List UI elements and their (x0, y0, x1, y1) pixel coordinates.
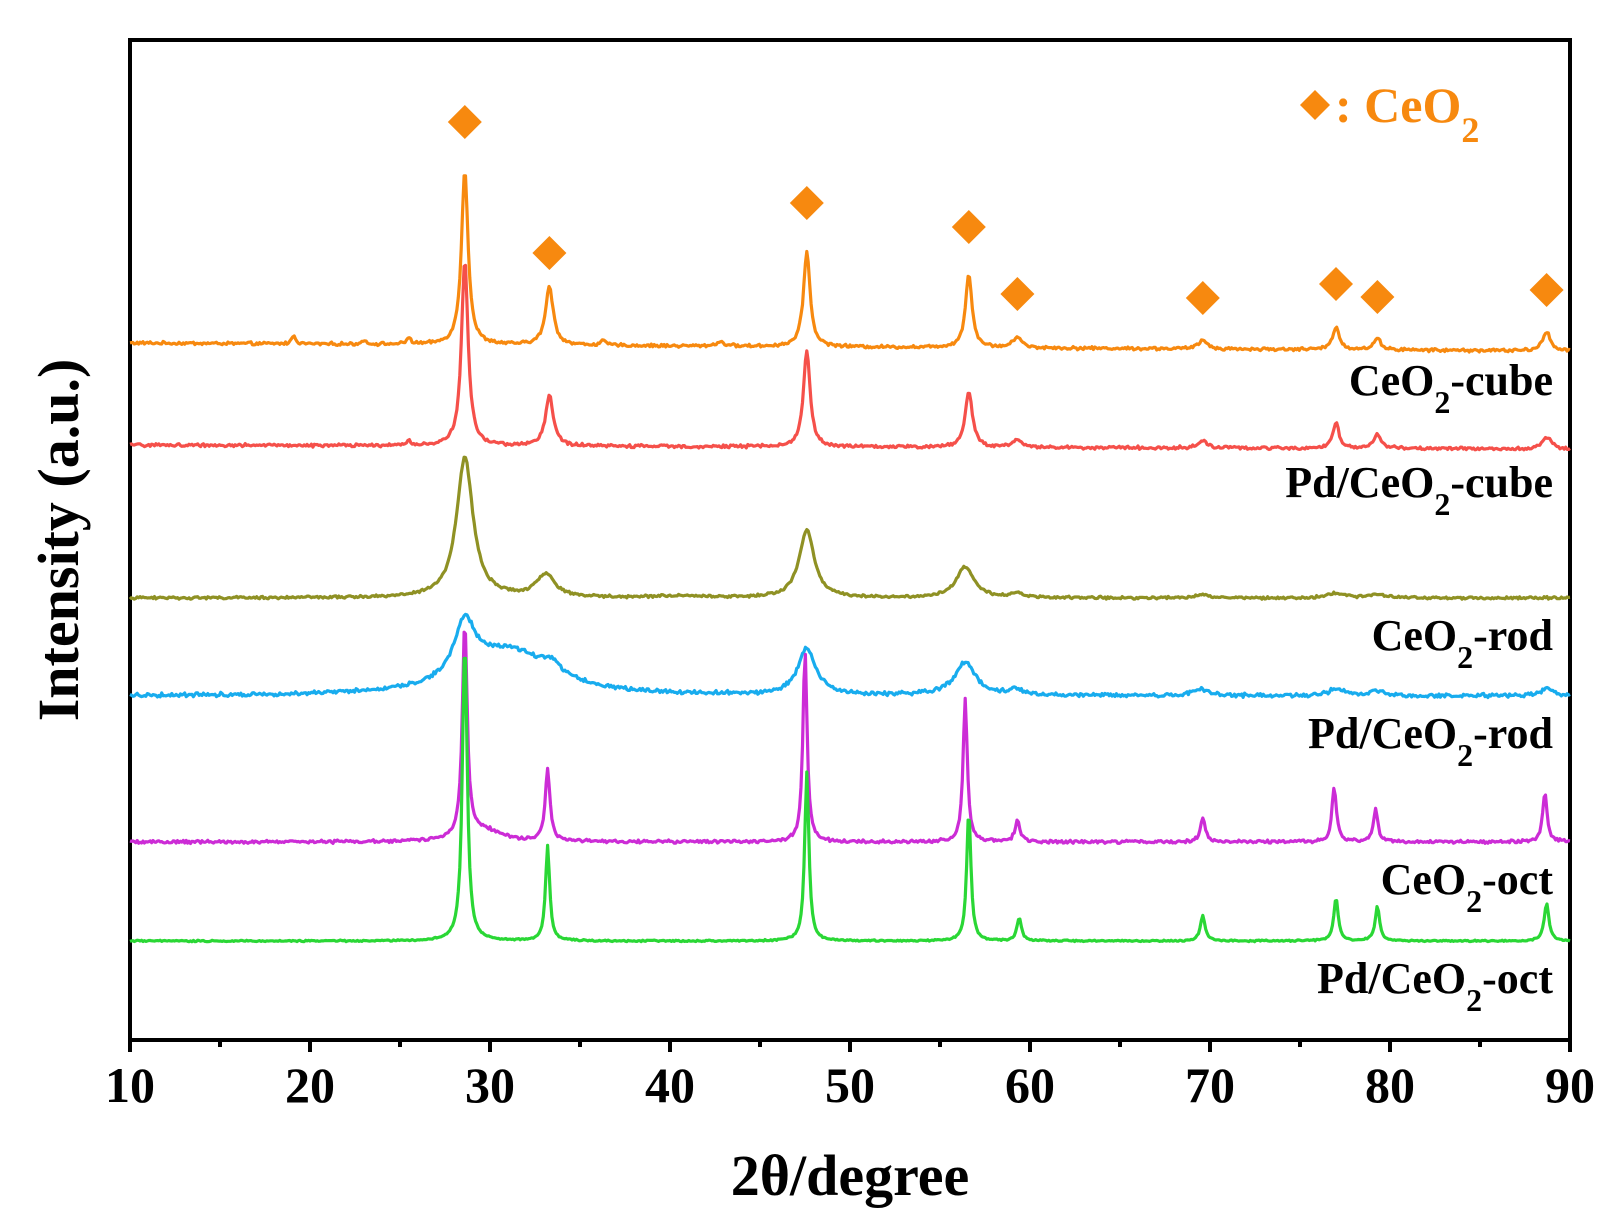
trace-6-line (129, 656, 1571, 944)
series-label-suffix: -rod (1473, 611, 1553, 660)
ceo2-peak-marker (447, 105, 482, 139)
ceo2-peak-marker (532, 236, 567, 270)
x-tick-label: 20 (285, 1057, 335, 1113)
ceo2-peak-marker (1319, 267, 1353, 301)
trace-1-line (129, 174, 1571, 354)
series-label-subscript: 2 (1457, 737, 1473, 773)
reference-markers (447, 105, 1564, 315)
legend-label-subscript: 2 (1461, 110, 1479, 150)
x-tick-label: 60 (1005, 1057, 1055, 1113)
x-tick-label: 10 (105, 1057, 155, 1113)
x-tick-label: 30 (465, 1057, 515, 1113)
x-tick-label: 80 (1365, 1057, 1415, 1113)
plot-frame (128, 38, 1572, 1042)
x-tick-label: 90 (1545, 1057, 1595, 1113)
trace-2-line (129, 263, 1571, 452)
series-label-subscript: 2 (1457, 639, 1473, 675)
series-traces (128, 174, 1571, 944)
y-axis-title: Intensity (a.u.) (26, 359, 91, 722)
legend-label-main: : CeO (1335, 77, 1461, 133)
series-label-subscript: 2 (1434, 486, 1450, 522)
series-label-main: CeO (1349, 356, 1435, 405)
series-label-4: Pd/CeO2-rod (1308, 709, 1553, 773)
trace-5-line (129, 630, 1571, 846)
ceo2-peak-marker (789, 186, 824, 220)
ceo2-peak-marker (1529, 273, 1564, 307)
series-label-suffix: -cube (1450, 458, 1553, 507)
ceo2-peak-marker (1185, 281, 1220, 315)
series-label-6: Pd/CeO2-oct (1317, 954, 1553, 1018)
trace-4-line (129, 612, 1571, 700)
series-label-main: Pd/CeO (1317, 954, 1466, 1003)
x-tick-label: 70 (1185, 1057, 1235, 1113)
series-label-3: CeO2-rod (1372, 611, 1553, 675)
series-label-suffix: -oct (1482, 954, 1553, 1003)
series-label-main: Pd/CeO (1308, 709, 1457, 758)
series-label-main: CeO (1372, 611, 1458, 660)
x-tick-label: 40 (645, 1057, 695, 1113)
trace-3-line (128, 455, 1571, 601)
series-label-suffix: -rod (1473, 709, 1553, 758)
legend-label: : CeO2 (1335, 77, 1479, 150)
series-labels: CeO2-cubePd/CeO2-cubeCeO2-rodPd/CeO2-rod… (1285, 356, 1553, 1018)
series-label-subscript: 2 (1466, 982, 1482, 1018)
series-label-subscript: 2 (1466, 883, 1482, 919)
legend-diamond-icon (1300, 90, 1330, 120)
series-label-2: Pd/CeO2-cube (1285, 458, 1553, 522)
series-label-5: CeO2-oct (1381, 855, 1554, 919)
legend: : CeO2 (1300, 77, 1479, 150)
ceo2-peak-marker (1000, 277, 1035, 311)
x-axis: 10 20 30 40 50 60 70 80 90 (105, 1040, 1595, 1113)
series-label-main: CeO (1381, 855, 1467, 904)
x-tick-label: 50 (825, 1057, 875, 1113)
ceo2-peak-marker (1360, 280, 1395, 314)
series-label-suffix: -cube (1450, 356, 1553, 405)
series-label-1: CeO2-cube (1349, 356, 1553, 420)
x-axis-title: 2θ/degree (731, 1143, 970, 1208)
series-label-main: Pd/CeO (1285, 458, 1434, 507)
series-label-suffix: -oct (1482, 855, 1553, 904)
series-label-subscript: 2 (1434, 384, 1450, 420)
ceo2-peak-marker (951, 210, 986, 244)
